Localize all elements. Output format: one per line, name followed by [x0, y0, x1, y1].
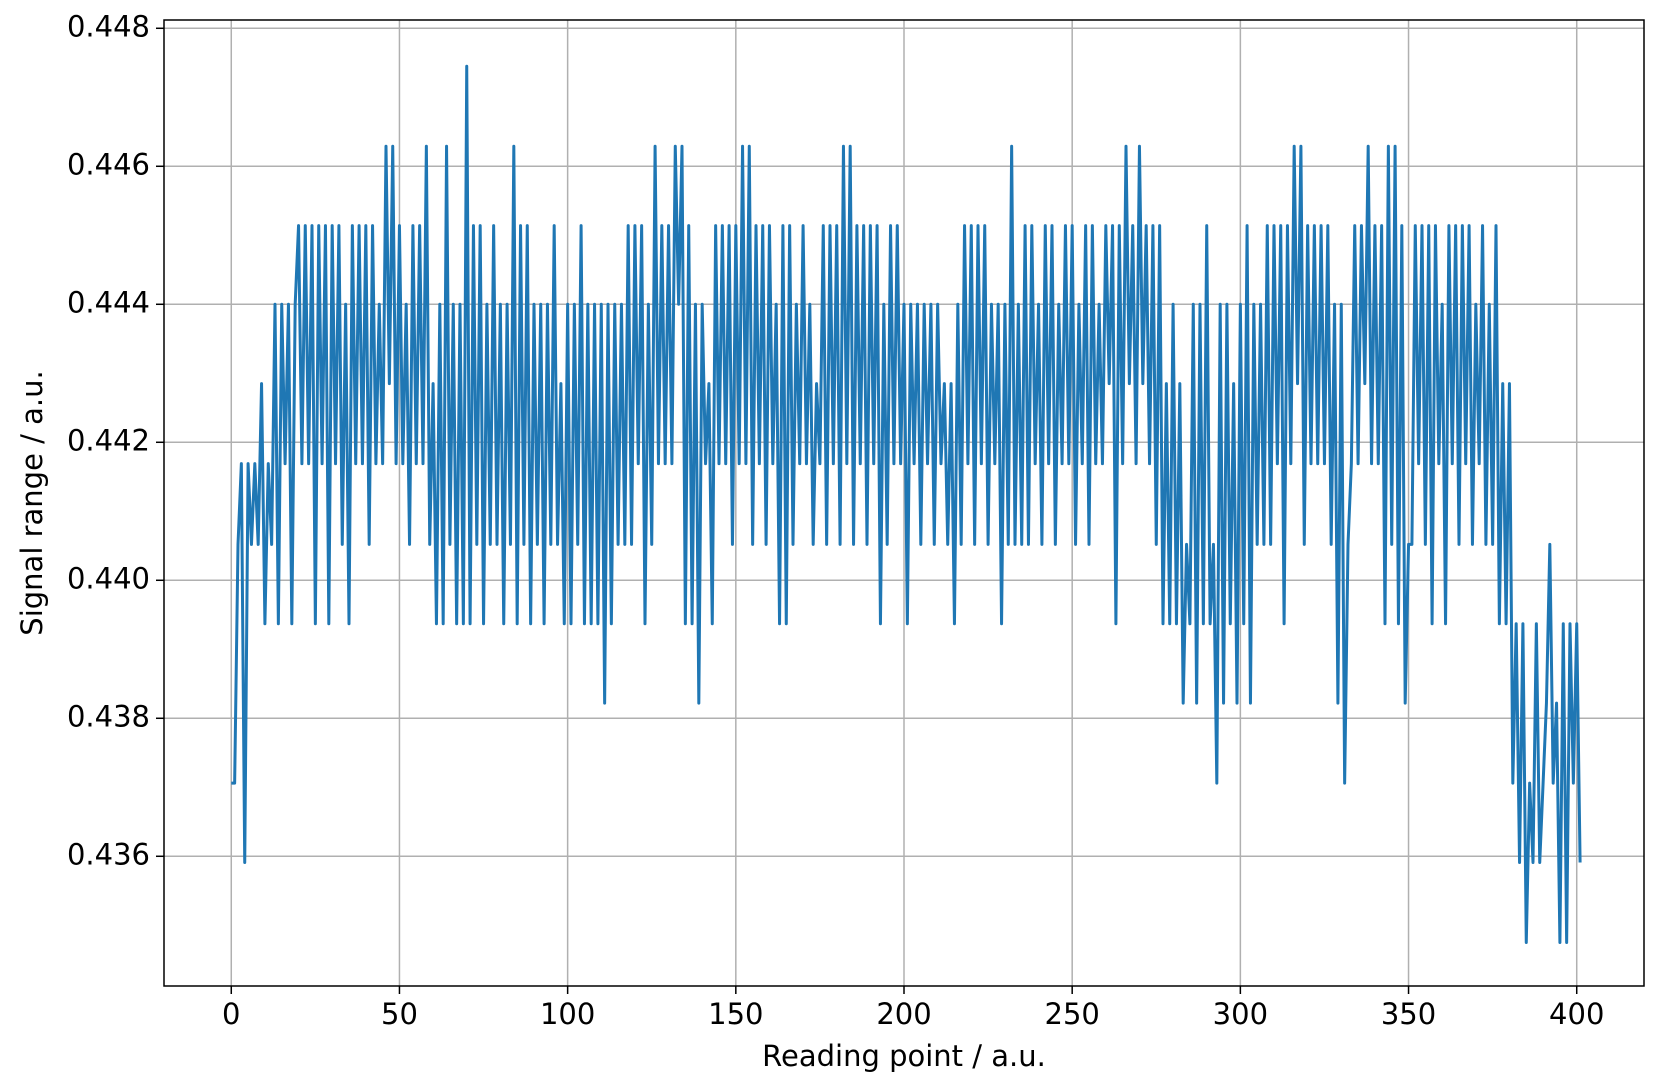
y-tick-label: 0.446 — [67, 147, 150, 181]
data-line — [231, 64, 1582, 945]
y-tick-label: 0.440 — [67, 561, 150, 595]
x-tick-label: 150 — [708, 997, 763, 1031]
y-tick-label: 0.444 — [67, 285, 150, 319]
x-tick-label: 200 — [876, 997, 931, 1031]
x-tick-label: 0 — [222, 997, 240, 1031]
x-tick-label: 250 — [1045, 997, 1100, 1031]
x-tick-label: 300 — [1213, 997, 1268, 1031]
plot-frame — [163, 19, 1645, 987]
y-tick-label: 0.438 — [67, 699, 150, 733]
y-axis-label: Signal range / a.u. — [15, 370, 49, 635]
x-axis-label: Reading point / a.u. — [762, 1039, 1046, 1073]
x-tick-label: 350 — [1381, 997, 1436, 1031]
x-tick-label: 100 — [540, 997, 595, 1031]
x-tick-label: 50 — [381, 997, 418, 1031]
y-tick-label: 0.448 — [67, 9, 150, 43]
x-tick-label: 400 — [1549, 997, 1604, 1031]
y-tick-label: 0.442 — [67, 423, 150, 457]
y-tick-label: 0.436 — [67, 837, 150, 871]
